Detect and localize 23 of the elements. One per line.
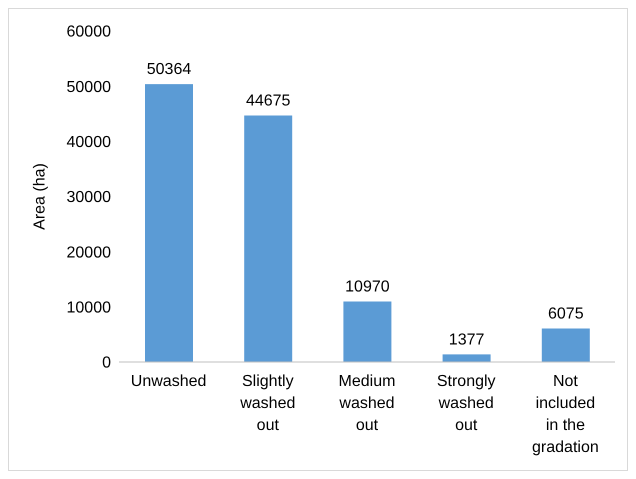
y-axis-title: Area (ha) [32, 163, 49, 230]
y-tick-label: 20000 [66, 244, 112, 262]
data-label: 50364 [146, 61, 192, 78]
x-tick-label: Medium washed out [338, 373, 396, 434]
data-label: 6075 [548, 305, 584, 322]
bar [542, 328, 590, 362]
x-tick-label: Slightly washed out [239, 373, 296, 434]
y-tick-label: 60000 [66, 24, 112, 41]
data-label: 10970 [345, 278, 390, 296]
bar [442, 354, 491, 362]
bar [145, 84, 193, 362]
y-tick-label: 10000 [66, 300, 112, 317]
x-tick-label: Strongly washed out [436, 373, 496, 434]
bar [343, 301, 392, 362]
data-label: 1377 [448, 331, 484, 348]
y-tick-label: 50000 [66, 78, 112, 96]
y-tick-label: 0 [102, 354, 112, 372]
y-tick-label: 40000 [66, 134, 112, 152]
y-tick-label: 30000 [66, 189, 112, 206]
data-label: 44675 [246, 92, 291, 110]
x-tick-label: Not included in the gradation [532, 373, 599, 456]
x-tick-label: Unwashed [130, 373, 206, 390]
bar [244, 116, 292, 362]
